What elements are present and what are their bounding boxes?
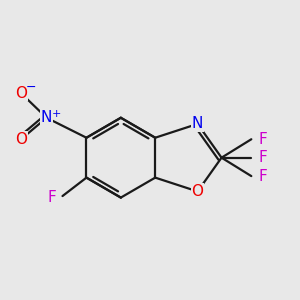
Text: −: − [26,81,36,94]
Text: F: F [47,190,56,205]
Text: O: O [192,184,204,199]
Text: N: N [41,110,52,125]
Text: F: F [259,169,268,184]
Text: F: F [259,132,268,147]
Text: +: + [52,109,61,119]
Text: N: N [192,116,203,131]
Text: F: F [259,150,268,165]
Text: O: O [15,86,27,101]
Text: O: O [15,132,27,147]
